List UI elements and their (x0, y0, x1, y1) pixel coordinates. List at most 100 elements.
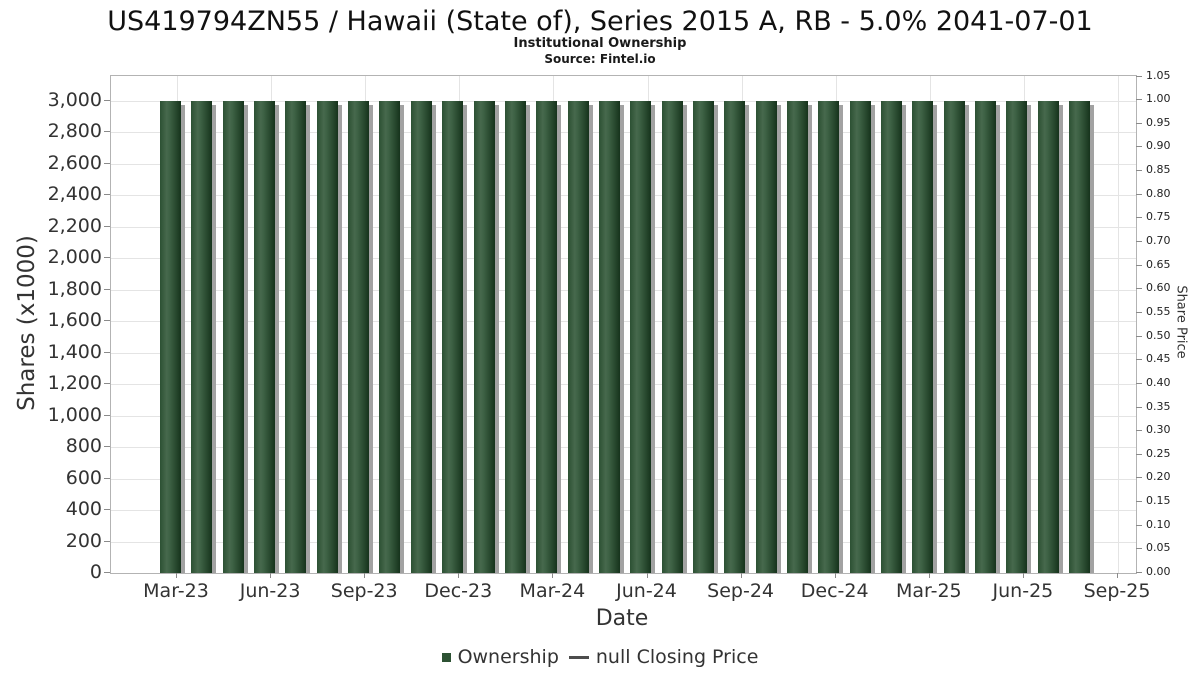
right-axis-tick-label: 0.30 (1146, 423, 1171, 437)
gridline-horizontal (111, 195, 1136, 197)
right-axis-tick-label: 0.65 (1146, 257, 1171, 271)
x-axis-tick (458, 573, 460, 578)
right-axis-tick (1136, 99, 1142, 101)
right-axis-tick (1136, 146, 1142, 148)
left-axis-tick-label: 600 (65, 466, 102, 489)
legend-line-marker-icon (568, 655, 589, 659)
x-axis-tick-label: Jun-23 (239, 580, 301, 602)
right-axis-tick-label: 0.15 (1146, 494, 1171, 508)
ownership-bar (348, 101, 370, 573)
right-axis-tick-label: 0.35 (1146, 399, 1171, 413)
gridline-horizontal (111, 132, 1136, 134)
right-axis-tick-label: 0.45 (1146, 352, 1171, 366)
ownership-bar (598, 101, 620, 573)
right-axis-tick-label: 0.50 (1146, 328, 1171, 342)
left-axis-tick-label: 2,000 (47, 246, 102, 269)
x-axis-tick-label: Jun-25 (992, 580, 1054, 602)
left-axis-tick (104, 477, 110, 479)
right-axis-tick (1136, 122, 1142, 124)
right-axis-tick (1136, 430, 1142, 432)
right-axis-tick (1136, 501, 1142, 503)
x-axis-tick (834, 573, 836, 578)
right-axis-tick (1136, 382, 1142, 384)
right-axis-tick-label: 1.00 (1146, 92, 1171, 106)
legend-square-marker-icon (441, 652, 451, 662)
left-axis-tick (104, 414, 110, 416)
x-axis-tick (928, 573, 930, 578)
left-axis-tick (104, 162, 110, 164)
ownership-bar (285, 101, 307, 573)
right-axis-tick (1136, 572, 1142, 573)
gridline-horizontal (111, 258, 1136, 260)
right-axis-tick-label: 0.00 (1146, 565, 1171, 578)
left-axis-tick-label: 2,800 (47, 120, 102, 143)
left-axis-tick (104, 351, 110, 353)
right-axis-tick (1136, 170, 1142, 172)
right-axis-tick (1136, 193, 1142, 195)
right-axis-tick-label: 0.20 (1146, 470, 1171, 484)
x-axis-tick-label: Dec-24 (800, 580, 869, 602)
ownership-bar (504, 101, 526, 573)
ownership-bar (254, 101, 276, 573)
right-axis-tick (1136, 264, 1142, 266)
right-axis-tick (1136, 406, 1142, 408)
x-axis-title: Date (595, 606, 649, 631)
right-axis-tick (1136, 477, 1142, 479)
right-axis-tick-label: 0.75 (1146, 210, 1171, 224)
x-axis-tick-label: Mar-23 (143, 580, 209, 602)
right-axis-tick-label: 0.55 (1146, 304, 1171, 318)
ownership-bar (630, 101, 652, 573)
x-axis-tick (552, 573, 554, 578)
left-axis-tick-label: 800 (65, 435, 102, 458)
ownership-bar (1069, 101, 1091, 573)
ownership-bar (191, 101, 213, 573)
ownership-bar (160, 101, 181, 573)
left-axis-tick (104, 320, 110, 322)
gridline-horizontal (111, 289, 1136, 291)
left-axis-tick (104, 446, 110, 448)
ownership-bar (912, 101, 934, 573)
gridline-horizontal (111, 447, 1136, 449)
left-axis-tick-label: 1,600 (47, 309, 102, 332)
x-axis-tick (270, 573, 272, 578)
right-axis-tick-label: 0.05 (1146, 541, 1171, 555)
x-axis-tick (646, 573, 648, 578)
x-axis-tick-label: Dec-23 (424, 580, 493, 602)
ownership-bar (881, 101, 903, 573)
x-axis-tick-label: Sep-25 (1083, 580, 1151, 602)
right-axis-tick-label: 0.60 (1146, 281, 1171, 295)
gridline-horizontal (111, 226, 1136, 228)
ownership-bar (975, 101, 997, 573)
x-axis-tick-label: Sep-23 (330, 580, 398, 602)
gridline-vertical (1118, 76, 1119, 573)
left-axis-tick-label: 400 (65, 498, 102, 521)
right-axis-tick (1136, 548, 1142, 550)
ownership-bar (943, 101, 965, 573)
left-axis-tick-label: 3,000 (47, 89, 102, 111)
left-axis-tick-label: 1,000 (47, 403, 102, 426)
ownership-bar (567, 101, 589, 573)
ownership-bar (379, 101, 401, 573)
left-axis-tick-label: 2,200 (47, 214, 102, 237)
left-axis-tick-label: 1,800 (47, 277, 102, 300)
ownership-bar (724, 101, 746, 573)
right-axis-tick (1136, 359, 1142, 361)
x-axis-tick (364, 573, 366, 578)
right-axis-tick (1136, 524, 1142, 526)
left-axis-tick-label: 200 (65, 529, 102, 552)
ownership-bar (1006, 101, 1028, 573)
ownership-bar (222, 101, 244, 573)
chart-source: Source: Fintel.io (544, 52, 656, 66)
legend-item: null Closing Price (568, 646, 759, 668)
gridline-horizontal (111, 478, 1136, 480)
ownership-bar (316, 101, 338, 573)
gridline-horizontal (111, 541, 1136, 543)
ownership-bar (787, 101, 808, 573)
ownership-bar (1037, 101, 1059, 573)
x-axis-tick-label: Mar-25 (895, 580, 962, 602)
legend-item-label: null Closing Price (595, 646, 759, 668)
right-axis-tick-label: 0.90 (1146, 139, 1171, 153)
x-axis-tick-label: Jun-24 (616, 580, 677, 602)
legend: Ownership null Closing Price (0, 646, 1200, 668)
